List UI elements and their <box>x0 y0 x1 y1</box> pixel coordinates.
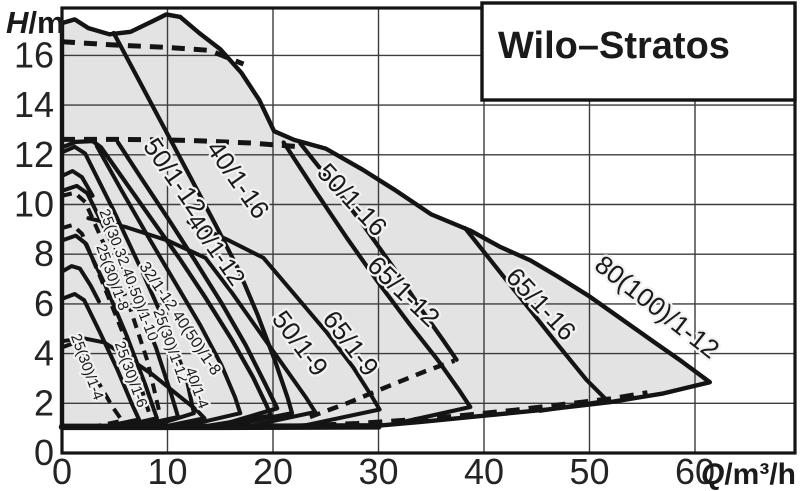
curve-65-1-12 <box>298 141 459 362</box>
y-axis-tick-label: 14 <box>14 84 54 125</box>
curve-dashed-12-55 <box>62 136 301 150</box>
x-axis-tick-label: 0 <box>52 451 72 491</box>
y-axis-tick-label: 16 <box>14 34 54 75</box>
y-axis-title: H/m <box>6 5 65 40</box>
x-axis-tick-label: 40 <box>464 451 504 491</box>
curve-32-1-12-40-50-1-8 <box>94 144 243 429</box>
x-axis-unit: /m³/h <box>724 458 796 491</box>
curve-40-1-4 <box>60 336 207 429</box>
plot-frame <box>60 6 797 455</box>
curve-left-hook-7-4 <box>60 264 101 304</box>
curve-65-1-9 <box>186 219 382 428</box>
x-axis-tick-label: 60 <box>675 451 715 491</box>
curve-25-30-1-8 <box>60 233 159 429</box>
x-axis-tick-label: 30 <box>358 451 398 491</box>
x-axis-symbol: Q <box>701 458 724 491</box>
y-axis-tick-label: 2 <box>34 382 54 423</box>
curve-40-1-16 <box>111 30 295 428</box>
y-axis-tick-label: 8 <box>34 233 54 274</box>
y-axis-symbol: H <box>6 5 29 40</box>
y-axis-tick-label: 12 <box>14 134 54 175</box>
y-axis-tick-label: 4 <box>34 333 54 374</box>
y-axis-tick-label: 10 <box>14 184 54 225</box>
x-axis-tick-label: 50 <box>569 451 609 491</box>
curve-50-1-9 <box>86 216 318 429</box>
curve-left-hook-11-2 <box>60 169 95 198</box>
y-axis-tick-label: 0 <box>34 432 54 473</box>
curve-50-1-16 <box>281 140 473 426</box>
curve-25-30-32-40-50-1-10 <box>60 183 181 429</box>
y-axis-tick-label: 6 <box>34 283 54 324</box>
curve-dashed-65-1-12-min <box>309 358 456 420</box>
curve-25-30-1-12 <box>60 144 196 429</box>
x-axis-tick-label: 10 <box>147 451 187 491</box>
x-axis-title: Q/m³/h <box>701 458 796 491</box>
family-envelope-outline <box>59 12 712 430</box>
curve-65-1-16 <box>462 226 610 413</box>
curve-dashed-top-16-5 <box>61 39 245 67</box>
x-axis-tick-label: 20 <box>253 451 293 491</box>
y-axis-unit: /m <box>28 5 64 40</box>
curve-50-1-12 <box>59 139 273 428</box>
chart-title: Wilo–Stratos <box>498 25 730 67</box>
curve-25-30-1-6 <box>60 292 141 429</box>
curve-40-1-12 <box>115 140 280 428</box>
curve-25-30-1-4 <box>61 341 125 429</box>
title-box <box>480 1 797 102</box>
